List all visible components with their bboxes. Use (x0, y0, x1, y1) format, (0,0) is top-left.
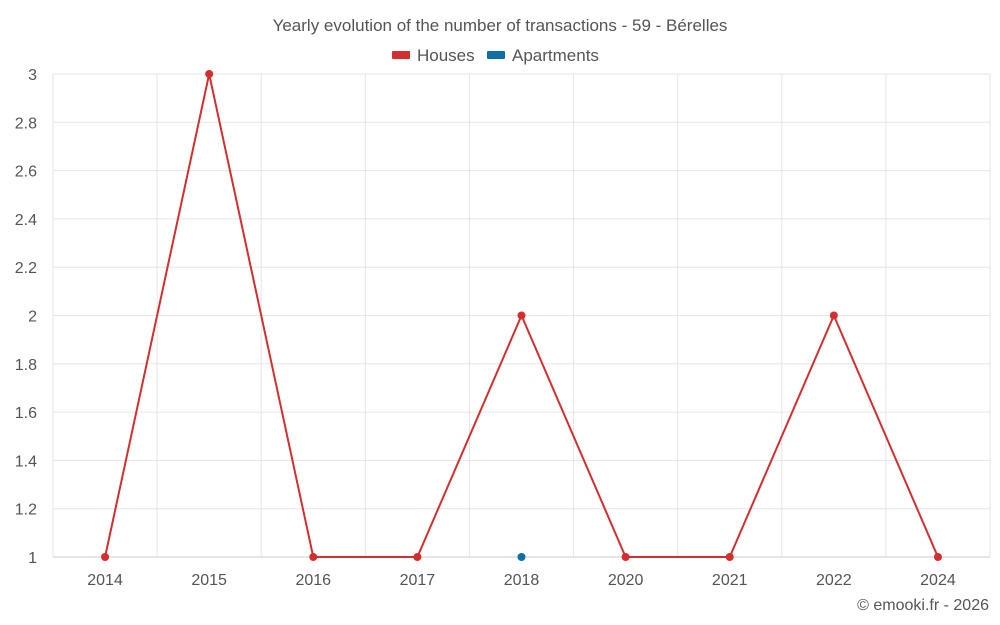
y-tick-label: 3 (28, 67, 37, 84)
x-tick-label: 2017 (400, 572, 436, 589)
x-tick-label: 2024 (920, 572, 956, 589)
y-tick-label: 2.6 (15, 164, 37, 181)
axes: 1 1.2 1.4 1.6 1.8 2 2.2 2.4 2.6 2.8 3 2014 2015 2016 2… (15, 67, 990, 589)
x-tick-label: 2018 (504, 572, 540, 589)
x-tick-label: 2022 (816, 572, 852, 589)
legend-swatch-houses (392, 51, 410, 59)
data-point-houses[interactable] (413, 553, 422, 561)
y-tick-label: 1.8 (15, 357, 37, 374)
x-tick-label: 2015 (191, 572, 227, 589)
data-point-houses[interactable] (829, 311, 838, 320)
y-tick-label: 2.2 (15, 260, 37, 277)
data-point-houses[interactable] (205, 70, 214, 78)
data-point-houses[interactable] (725, 553, 734, 561)
legend-swatch-apartments (487, 51, 505, 59)
y-tick-label: 2.4 (15, 212, 37, 229)
legend: Houses Apartments (392, 46, 599, 65)
data-point-apartments[interactable] (517, 553, 526, 561)
y-tick-label: 2.8 (15, 115, 37, 132)
data-point-houses[interactable] (517, 311, 526, 320)
data-point-houses[interactable] (101, 553, 110, 561)
y-tick-label: 1.4 (15, 453, 37, 470)
x-tick-label: 2016 (295, 572, 331, 589)
data-point-houses[interactable] (621, 553, 630, 561)
legend-label-houses[interactable]: Houses (417, 46, 475, 65)
data-point-houses[interactable] (309, 553, 318, 561)
y-tick-label: 1.2 (15, 502, 37, 519)
x-tick-label: 2021 (712, 572, 748, 589)
y-tick-label: 1.6 (15, 405, 37, 422)
credit-text: © emooki.fr - 2026 (857, 597, 989, 614)
series-group (101, 70, 942, 561)
data-point-houses[interactable] (933, 553, 942, 561)
chart-title: Yearly evolution of the number of transa… (273, 16, 728, 35)
legend-label-apartments[interactable]: Apartments (512, 46, 599, 65)
x-tick-label: 2014 (87, 572, 123, 589)
x-tick-label: 2020 (608, 572, 644, 589)
y-tick-label: 2 (28, 309, 37, 326)
y-tick-label: 1 (28, 550, 37, 567)
